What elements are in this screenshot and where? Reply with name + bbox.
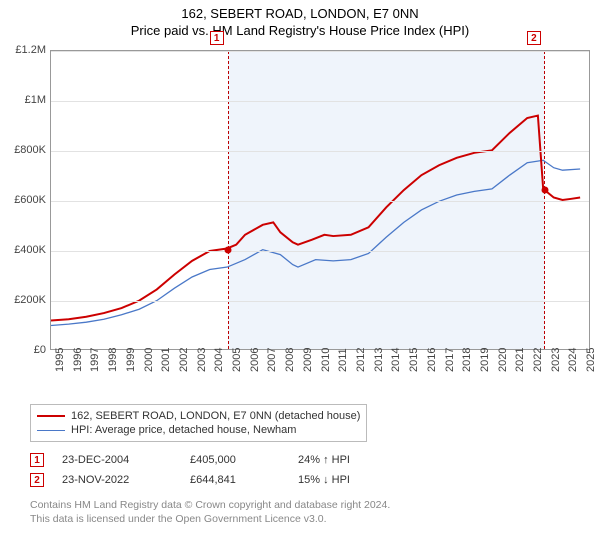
chart-area: 12 £0£200K£400K£600K£800K£1M£1.2M1995199…	[0, 44, 600, 400]
chart-container: 162, SEBERT ROAD, LONDON, E7 0NN Price p…	[0, 0, 600, 560]
chart-title: 162, SEBERT ROAD, LONDON, E7 0NN	[0, 0, 600, 21]
transaction-marker: 2	[30, 473, 44, 487]
y-tick-label: £0	[0, 344, 46, 356]
footnote: Contains HM Land Registry data © Crown c…	[30, 498, 570, 526]
legend-row: 162, SEBERT ROAD, LONDON, E7 0NN (detach…	[37, 409, 360, 423]
gridline	[51, 251, 589, 252]
transaction-marker: 1	[30, 453, 44, 467]
y-tick-label: £600K	[0, 194, 46, 206]
gridline	[51, 301, 589, 302]
transaction-delta: 15% ↓ HPI	[298, 474, 408, 486]
plot-area: 12	[50, 50, 590, 350]
transaction-marker-dot	[224, 246, 231, 253]
legend-label: HPI: Average price, detached house, Newh…	[71, 424, 296, 436]
transaction-marker-dot	[541, 186, 548, 193]
gridline	[51, 151, 589, 152]
transaction-date: 23-NOV-2022	[62, 474, 172, 486]
legend: 162, SEBERT ROAD, LONDON, E7 0NN (detach…	[30, 404, 367, 442]
line-series	[51, 51, 589, 349]
gridline	[51, 51, 589, 52]
info-panel: 162, SEBERT ROAD, LONDON, E7 0NN (detach…	[30, 404, 570, 526]
series-line	[51, 116, 580, 321]
transaction-row: 2 23-NOV-2022 £644,841 15% ↓ HPI	[30, 470, 570, 490]
y-tick-label: £1.2M	[0, 44, 46, 56]
y-tick-label: £200K	[0, 294, 46, 306]
legend-swatch	[37, 415, 65, 417]
gridline	[51, 201, 589, 202]
chart-subtitle: Price paid vs. HM Land Registry's House …	[0, 21, 600, 38]
legend-label: 162, SEBERT ROAD, LONDON, E7 0NN (detach…	[71, 410, 360, 422]
y-tick-label: £800K	[0, 144, 46, 156]
gridline	[51, 101, 589, 102]
legend-swatch	[37, 430, 65, 431]
transaction-date: 23-DEC-2004	[62, 454, 172, 466]
transaction-price: £405,000	[190, 454, 280, 466]
transaction-row: 1 23-DEC-2004 £405,000 24% ↑ HPI	[30, 450, 570, 470]
footnote-line: Contains HM Land Registry data © Crown c…	[30, 498, 570, 512]
transaction-delta: 24% ↑ HPI	[298, 454, 408, 466]
transaction-marker-label: 1	[210, 31, 224, 45]
x-tick-label: 2025	[585, 356, 600, 372]
footnote-line: This data is licensed under the Open Gov…	[30, 512, 570, 526]
transaction-marker-label: 2	[527, 31, 541, 45]
transactions-table: 1 23-DEC-2004 £405,000 24% ↑ HPI 2 23-NOV-202…	[30, 450, 570, 490]
legend-row: HPI: Average price, detached house, Newh…	[37, 423, 360, 437]
y-tick-label: £1M	[0, 94, 46, 106]
transaction-price: £644,841	[190, 474, 280, 486]
y-tick-label: £400K	[0, 244, 46, 256]
